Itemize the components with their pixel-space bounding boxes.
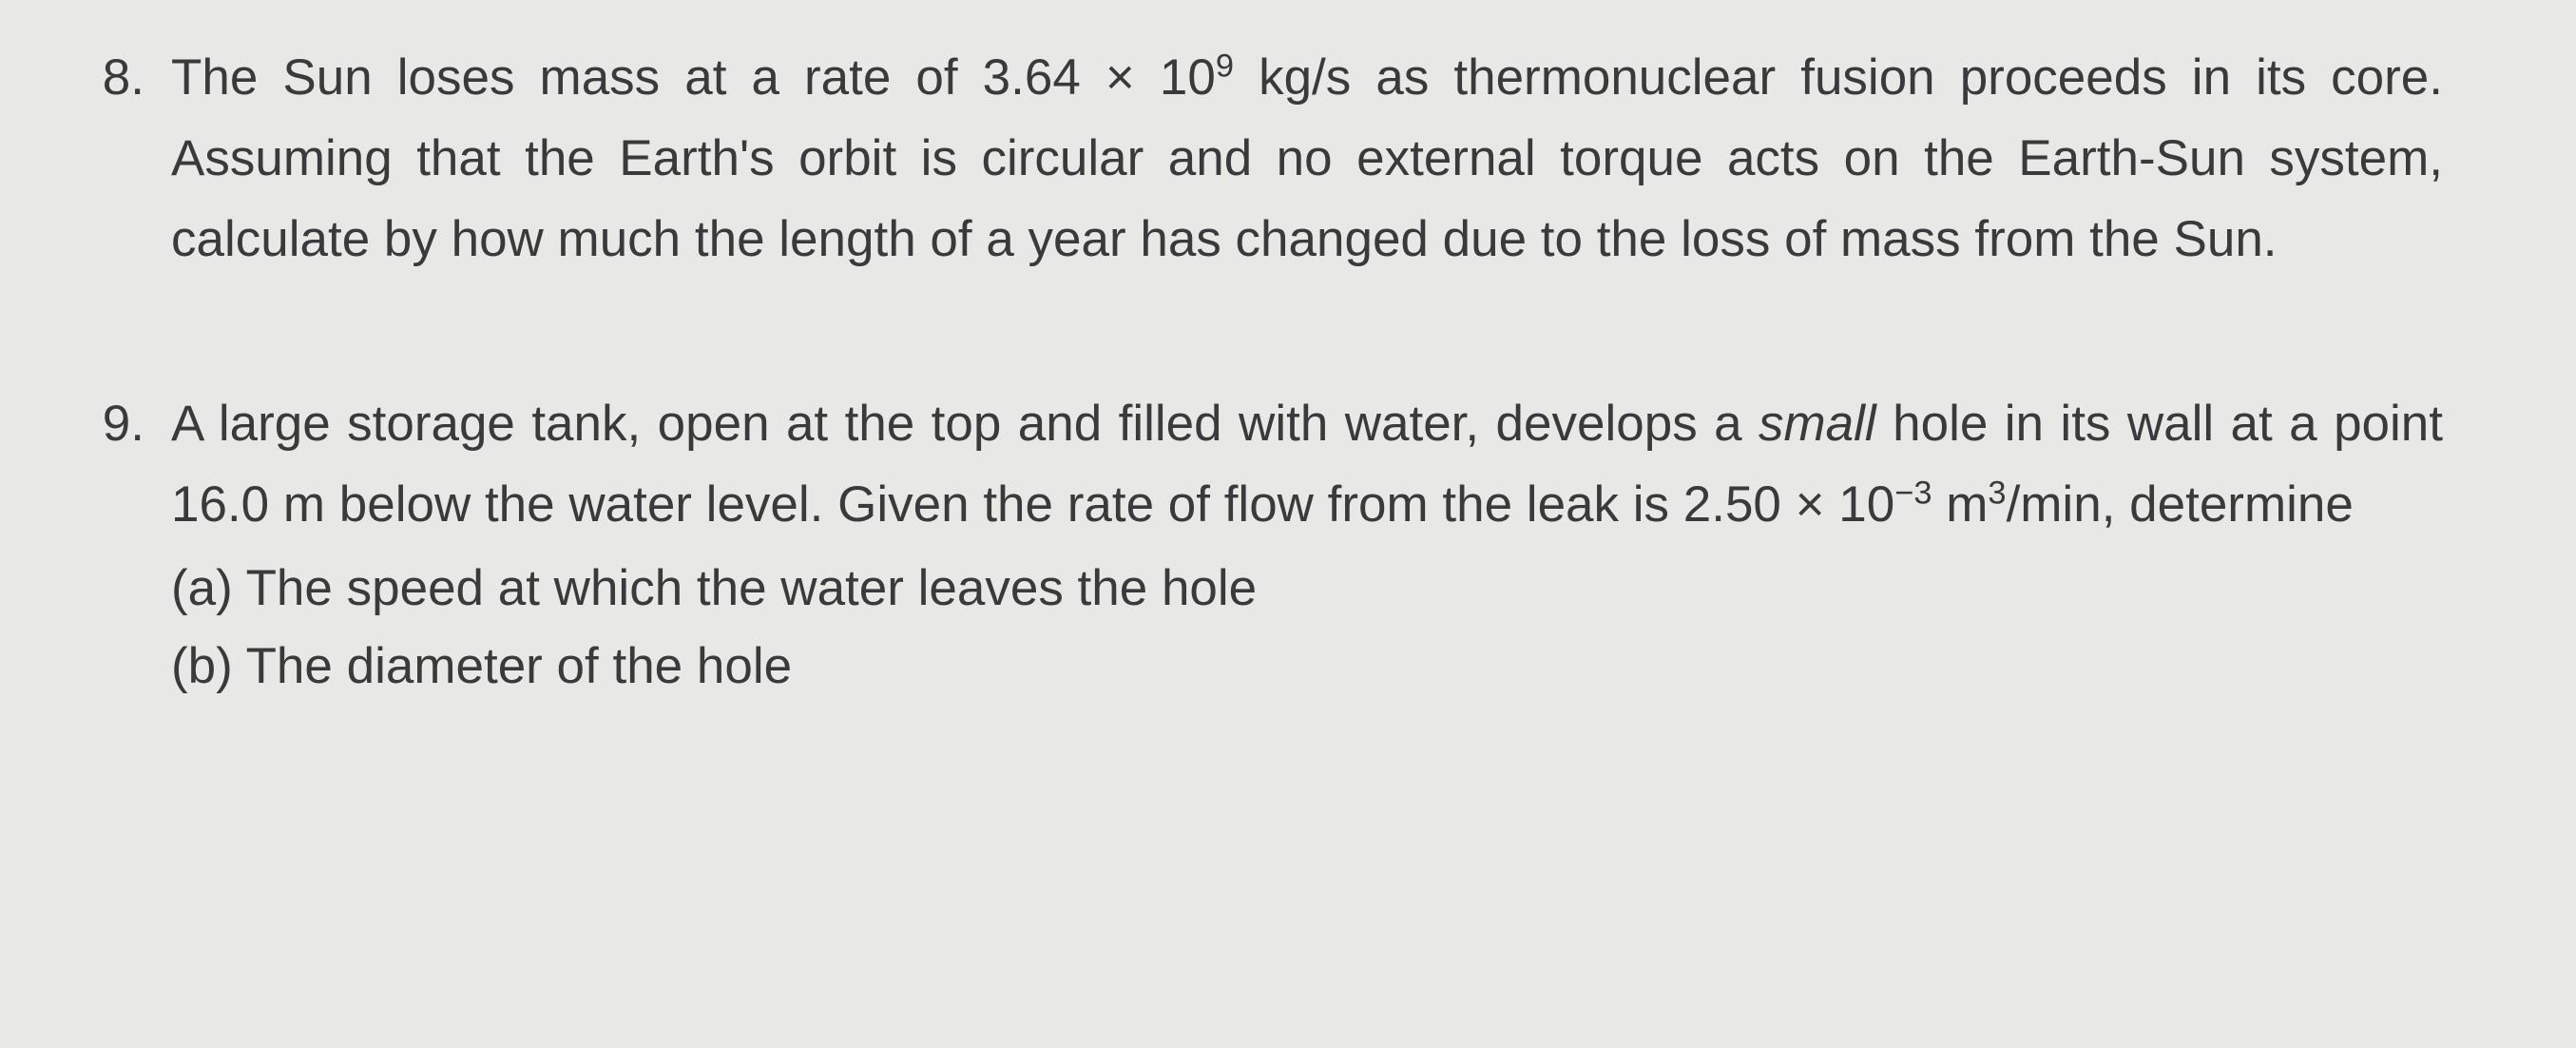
question-number: 9. xyxy=(86,384,171,465)
sub-part-b: (b) The diameter of the hole xyxy=(171,628,2443,706)
question-body: A large storage tank, open at the top an… xyxy=(171,384,2443,706)
part-label: (b) xyxy=(171,638,233,694)
question-row: 9. A large storage tank, open at the top… xyxy=(86,384,2443,706)
sub-parts: (a) The speed at which the water leaves … xyxy=(171,550,2443,706)
question-8: 8. The Sun loses mass at a rate of 3.64 … xyxy=(86,38,2443,280)
question-row: 8. The Sun loses mass at a rate of 3.64 … xyxy=(86,38,2443,280)
question-number: 8. xyxy=(86,38,171,119)
sub-part-a: (a) The speed at which the water leaves … xyxy=(171,550,2443,628)
question-text: The Sun loses mass at a rate of 3.64 × 1… xyxy=(171,38,2443,280)
question-9: 9. A large storage tank, open at the top… xyxy=(86,384,2443,706)
part-text: The speed at which the water leaves the … xyxy=(246,560,1258,616)
question-text: A large storage tank, open at the top an… xyxy=(171,384,2443,546)
part-text: The diameter of the hole xyxy=(246,638,793,694)
part-label: (a) xyxy=(171,560,233,616)
